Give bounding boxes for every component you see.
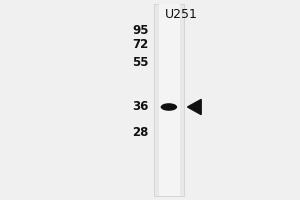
Text: 72: 72: [132, 38, 148, 51]
Text: 95: 95: [132, 24, 148, 38]
Ellipse shape: [161, 103, 177, 111]
Text: 28: 28: [132, 127, 148, 140]
Bar: [159, 4, 180, 196]
Bar: [154, 4, 184, 196]
Text: 36: 36: [132, 100, 148, 114]
Text: U251: U251: [165, 8, 198, 21]
Polygon shape: [188, 99, 201, 115]
Text: 55: 55: [132, 56, 148, 70]
